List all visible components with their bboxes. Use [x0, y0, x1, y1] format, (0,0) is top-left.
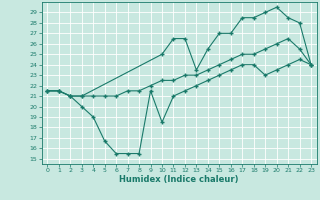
X-axis label: Humidex (Indice chaleur): Humidex (Indice chaleur) — [119, 175, 239, 184]
